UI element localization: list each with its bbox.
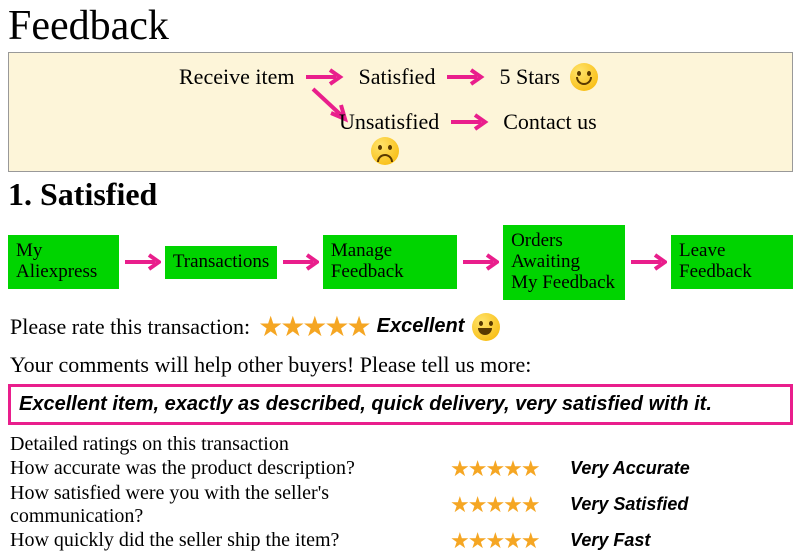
rate-prompt: Please rate this transaction: [10, 314, 250, 340]
flow-receive: Receive item [179, 64, 294, 90]
arrow-icon [281, 251, 319, 273]
detail-question: How quickly did the seller ship the item… [10, 529, 450, 552]
comment-text-box[interactable]: Excellent item, exactly as described, qu… [8, 384, 793, 425]
comments-intro: Your comments will help other buyers! Pl… [0, 352, 801, 378]
step-my-aliexpress: My Aliexpress [8, 235, 119, 289]
flow-satisfied: Satisfied [358, 64, 435, 90]
section-satisfied-title: 1. Satisfied [0, 172, 801, 217]
arrow-icon [123, 251, 161, 273]
detail-stars[interactable]: ★★★★★ [450, 456, 570, 482]
flow-contact: Contact us [503, 109, 597, 135]
step-orders-awaiting: Orders Awaiting My Feedback [503, 225, 625, 300]
page-title: Feedback [0, 0, 801, 52]
detail-question: How accurate was the product description… [10, 457, 450, 480]
grin-face-icon [472, 313, 500, 341]
detailed-ratings-title: Detailed ratings on this transaction [10, 433, 791, 456]
flow-unsatisfied: Unsatisfied [339, 109, 439, 135]
happy-face-icon [570, 63, 598, 91]
detail-row-accuracy: How accurate was the product description… [10, 456, 791, 482]
detail-label: Very Satisfied [570, 494, 688, 515]
rating-stars[interactable]: ★★★★★ [258, 310, 369, 344]
feedback-flowchart: Receive item Satisfied 5 Stars Unsatisfi… [8, 52, 793, 172]
detail-stars[interactable]: ★★★★★ [450, 528, 570, 554]
flow-5stars: 5 Stars [499, 64, 560, 90]
arrow-icon [449, 111, 493, 133]
detail-stars[interactable]: ★★★★★ [450, 492, 570, 518]
detailed-ratings: Detailed ratings on this transaction How… [0, 431, 801, 556]
detail-row-shipping: How quickly did the seller ship the item… [10, 528, 791, 554]
arrow-icon [629, 251, 667, 273]
sad-face-icon [371, 137, 399, 165]
detail-label: Very Fast [570, 530, 650, 551]
detail-question: How satisfied were you with the seller's… [10, 482, 450, 528]
detail-label: Very Accurate [570, 458, 690, 479]
arrow-icon [445, 66, 489, 88]
step-manage-feedback: Manage Feedback [323, 235, 458, 289]
detail-row-communication: How satisfied were you with the seller's… [10, 482, 791, 528]
rate-transaction-row: Please rate this transaction: ★★★★★ Exce… [0, 302, 801, 352]
step-leave-feedback: Leave Feedback [671, 235, 793, 289]
arrow-icon [461, 251, 499, 273]
rating-label: Excellent [377, 315, 465, 338]
satisfied-steps: My Aliexpress Transactions Manage Feedba… [0, 223, 801, 302]
step-transactions: Transactions [165, 246, 277, 279]
